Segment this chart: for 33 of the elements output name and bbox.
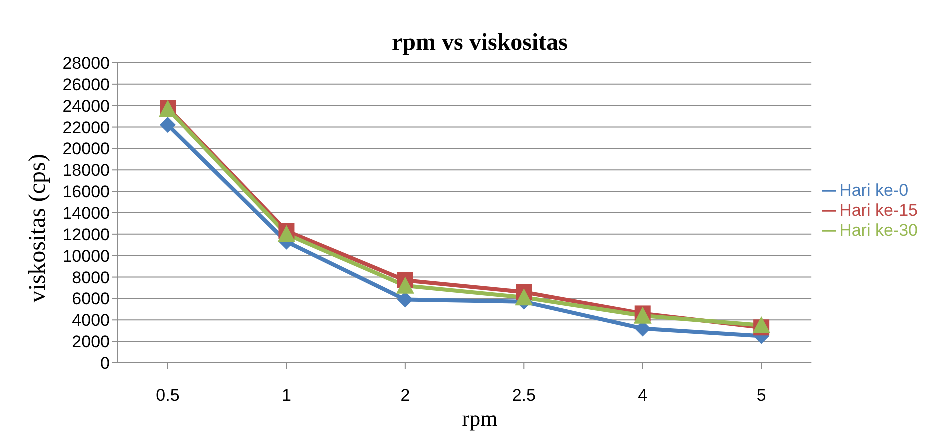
y-tick-label: 28000: [62, 54, 110, 74]
x-tick-label: 5: [756, 386, 766, 406]
y-tick-label: 22000: [62, 118, 110, 138]
x-tick-label: 0.5: [156, 386, 180, 406]
x-tick-label: 1: [282, 386, 292, 406]
y-tick-label: 18000: [62, 161, 110, 180]
point: [396, 276, 414, 294]
legend-label: Hari ke-15: [840, 200, 918, 220]
point: [278, 225, 296, 242]
point: [752, 316, 771, 334]
point: [515, 288, 534, 306]
x-tick-label: 4: [638, 386, 648, 406]
y-tick-label: 10000: [62, 246, 110, 266]
y-tick-label: 12000: [62, 225, 110, 244]
point: [160, 117, 176, 134]
y-tick-label: 20000: [62, 140, 110, 159]
y-tick-label: 14000: [62, 204, 110, 224]
y-tick-label: 2000: [72, 332, 110, 352]
point: [397, 292, 414, 308]
legend-label: Hari ke-30: [840, 220, 918, 240]
y-tick-label: 8000: [72, 268, 110, 288]
x-tick-label: 2.5: [512, 386, 536, 406]
y-tick-label: 16000: [62, 182, 110, 202]
y-tick-label: 6000: [72, 290, 110, 309]
x-axis-title: rpm: [461, 406, 499, 432]
y-tick-label: 0: [100, 354, 110, 374]
y-tick-label: 4000: [72, 311, 110, 330]
y-axis-title: viskositas (cps): [24, 154, 52, 302]
x-tick-label: 2: [400, 386, 410, 406]
y-tick-label: 26000: [62, 75, 110, 94]
y-tick-label: 24000: [62, 96, 110, 116]
chart-title: rpm vs viskositas: [390, 30, 570, 57]
legend-label: Hari ke-0: [840, 180, 909, 200]
